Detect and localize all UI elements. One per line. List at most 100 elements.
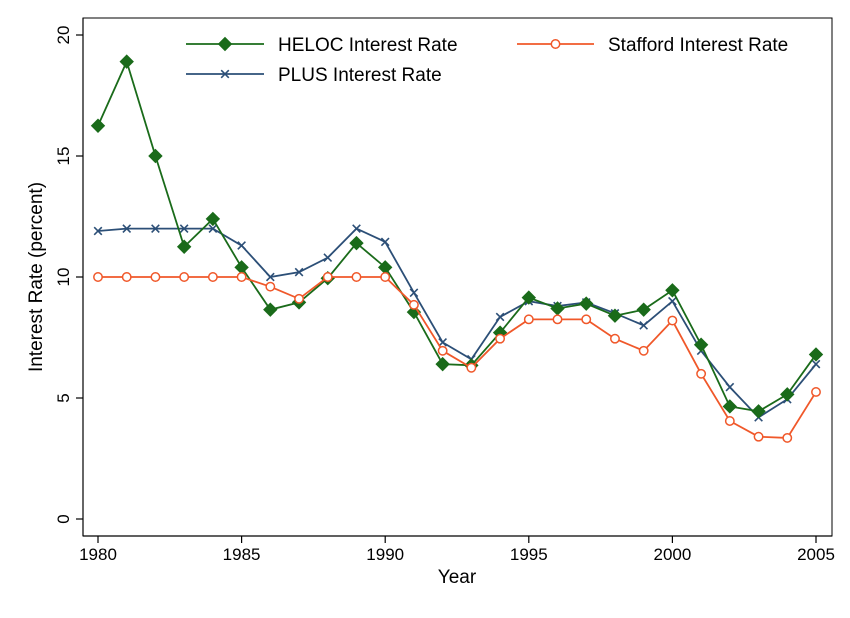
data-point [782,432,793,443]
data-point [724,416,735,426]
data-point [408,299,419,310]
series-line [97,59,817,413]
data-point [495,312,505,322]
data-point [119,54,134,69]
data-point [693,337,709,352]
data-point [751,404,766,419]
legend-marker [550,39,561,49]
data-point [753,431,764,442]
data-point [322,272,333,282]
x-tick-label: 1980 [79,545,117,564]
data-point [438,337,448,347]
x-marker-stroke [668,296,677,306]
data-point [265,272,275,282]
x-tick-label: 2005 [797,545,835,564]
data-point [380,237,390,247]
data-point [811,387,821,397]
data-point [205,211,221,227]
x-marker-stroke [265,272,275,282]
data-point [179,224,189,233]
data-point [148,148,163,164]
data-point [349,235,364,251]
data-point [93,226,103,236]
x-marker-stroke [725,382,735,392]
data-point [351,272,362,282]
y-tick-label: 15 [54,147,73,166]
data-point [208,224,218,233]
data-point [780,387,795,402]
legend-marker [217,36,233,52]
x-marker-stroke [409,288,419,298]
x-axis-ticks: 1980 1985 1990 1995 2000 2005 [79,536,835,564]
x-marker-stroke [380,237,390,247]
legend-label: Stafford Interest Rate [608,35,788,56]
data-point [380,272,391,282]
x-marker-stroke [811,359,821,369]
legend-marker [220,69,230,79]
x-marker-stroke [237,241,246,250]
legend: HELOC Interest Rate Stafford Interest Rat… [186,35,788,86]
x-marker-stroke [438,337,448,347]
x-marker-stroke [323,253,333,263]
data-point [552,314,563,325]
series-diamond [90,54,824,419]
x-tick-label: 1990 [366,545,404,564]
data-point [466,362,477,373]
data-point [638,345,649,356]
x-tick-label: 1995 [510,545,548,564]
data-point [437,345,448,356]
data-point [236,272,247,282]
legend-entry: PLUS Interest Rate [186,65,442,86]
x-marker-stroke [179,224,189,233]
data-point [696,368,707,379]
data-point [294,267,304,277]
x-marker-stroke [220,69,230,79]
data-point [151,224,160,233]
x-axis-title: Year [438,567,477,588]
series-layer [90,54,824,443]
x-marker-stroke [352,224,361,233]
data-point [722,399,738,414]
data-point [725,382,735,392]
data-point [90,118,106,133]
data-point [808,347,824,362]
data-point [122,224,132,233]
legend-entry: Stafford Interest Rate [517,35,788,56]
data-point [665,283,680,298]
data-point [294,293,304,304]
data-point [639,321,649,330]
data-point [263,302,278,317]
data-point [352,224,361,233]
data-point [121,272,132,282]
data-point [409,288,419,298]
x-marker-stroke [151,224,160,233]
y-tick-label: 20 [54,26,73,45]
y-tick-label: 5 [54,393,73,402]
data-point [93,272,103,282]
x-marker-stroke [495,312,505,322]
data-point [811,359,821,369]
data-point [667,315,678,326]
x-marker-stroke [294,267,304,277]
data-point [265,281,276,292]
legend-entry: HELOC Interest Rate [186,35,458,56]
data-point [668,296,677,306]
data-point [207,272,218,282]
data-point [495,333,506,344]
data-point [521,290,537,305]
x-marker-stroke [122,224,132,233]
data-point [179,272,190,282]
x-marker-stroke [93,226,103,236]
x-marker-stroke [639,321,649,330]
data-point [579,296,594,311]
data-point [523,314,534,325]
legend-label: PLUS Interest Rate [278,65,442,86]
data-point [435,356,450,372]
x-marker-stroke [208,224,218,233]
y-tick-label: 10 [54,268,73,287]
data-point [150,272,161,282]
data-point [237,241,246,250]
x-tick-label: 2000 [653,545,691,564]
legend-label: HELOC Interest Rate [278,35,458,56]
